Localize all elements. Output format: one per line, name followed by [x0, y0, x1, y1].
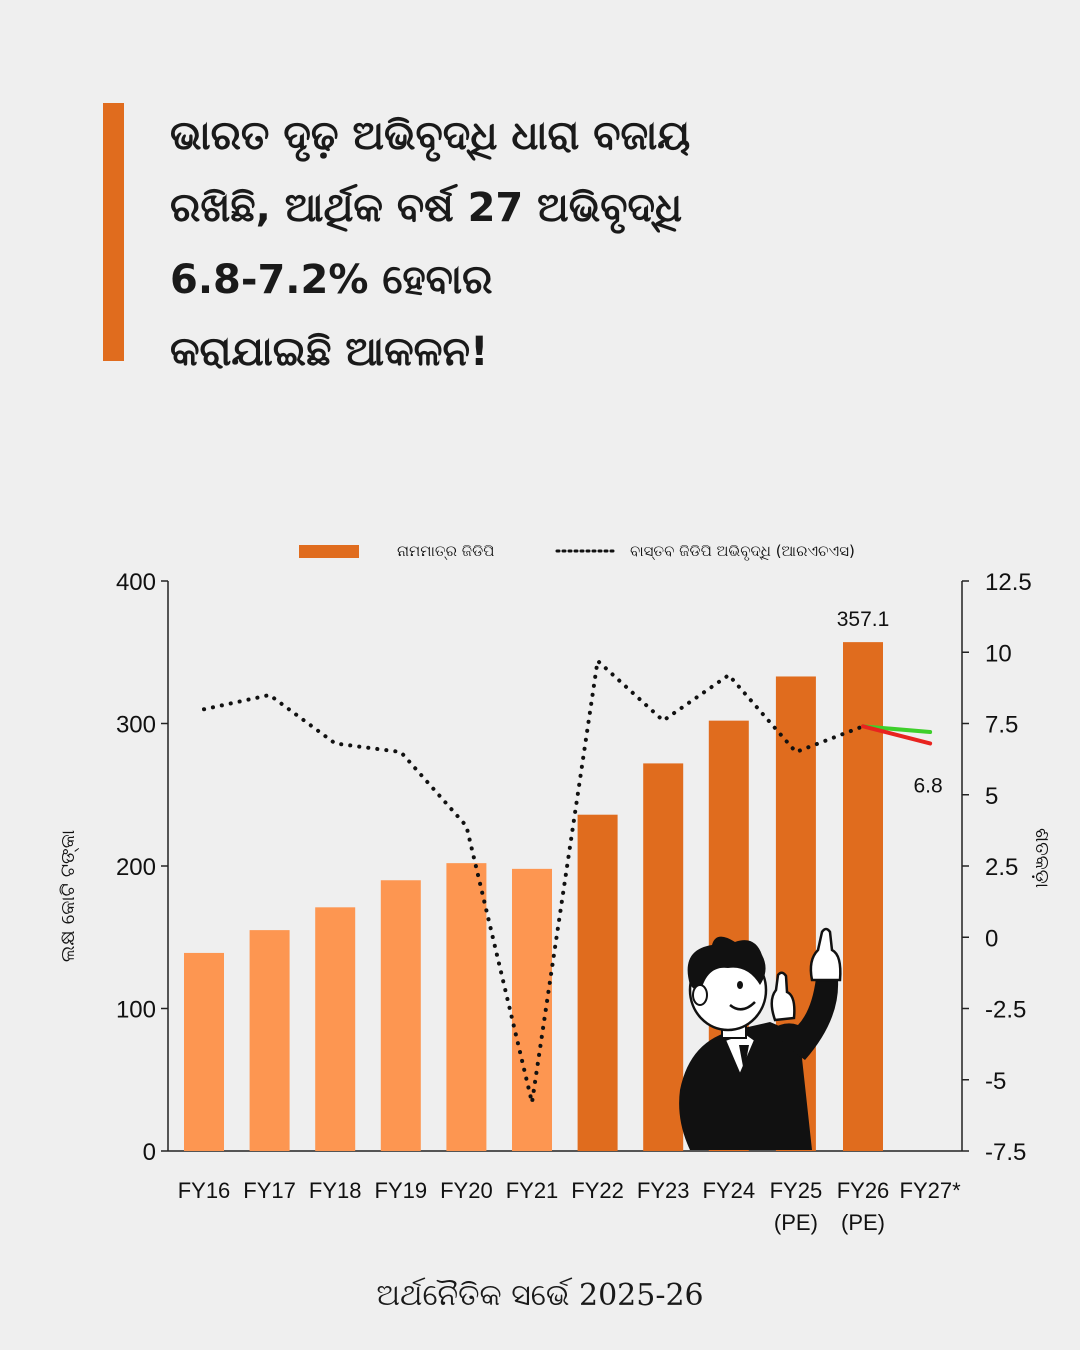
businessman-pointing-up-illustration [679, 927, 842, 1150]
y2-axis-title: ଶତକଡ଼ା [1031, 828, 1053, 888]
headline: ଭାରତ ଦୃଢ଼ ଅଭିବୃଦ୍ଧି ଧାରା ବଜାୟ ରଖିଛି, ଆର୍… [170, 100, 1030, 388]
x-tick-label: FY16 [178, 1178, 231, 1203]
bar-2 [315, 907, 356, 1151]
x-tick-label: FY22 [571, 1178, 624, 1203]
x-tick-label: FY27* [900, 1178, 962, 1203]
projection-low-line [861, 724, 933, 746]
source-footer: ଅର୍ଥନୈତିକ ସର୍ଭେ 2025-26 [376, 1278, 704, 1313]
x-tick-label: FY25 [770, 1178, 823, 1203]
right-tick-label: 5 [985, 783, 998, 810]
x-tick-label: FY21 [506, 1178, 559, 1203]
right-tick-label: -7.5 [985, 1139, 1026, 1166]
x-tick-label: FY18 [309, 1178, 362, 1203]
x-tick-label: FY23 [637, 1178, 690, 1203]
bar-0 [184, 952, 224, 1151]
left-tick-label: 400 [116, 569, 156, 596]
right-tick-label: 0 [985, 925, 998, 952]
x-tick-label: (PE) [774, 1210, 818, 1235]
right-tick-label: 2.5 [985, 854, 1018, 881]
bar-value-label: 357.1 [837, 608, 890, 631]
y-axis-title: ଲକ୍ଷ କୋଟି ଟଙ୍କା [57, 830, 79, 962]
left-tick-label: 300 [116, 712, 156, 739]
legend-bar-label: ନାମମାତ୍ର ଜିଡିପି [397, 542, 494, 560]
x-tick-label: (PE) [841, 1210, 885, 1235]
headline-line-2: ରଖିଛି, ଆର୍ଥିକ ବର୍ଷ 27 ଅଭିବୃଦ୍ଧି [170, 185, 683, 231]
bar-1 [249, 930, 290, 1151]
left-tick-label: 200 [116, 854, 156, 881]
x-tick-label: FY17 [243, 1178, 296, 1203]
headline-line-4: କରାଯାଇଛି ଆକଳନ! [170, 329, 489, 375]
growth-line [202, 658, 865, 1105]
projection-low-label: 6.8 [913, 774, 942, 797]
left-tick-label: 100 [116, 997, 156, 1024]
headline-line-1: ଭାରତ ଦୃଢ଼ ଅଭିବୃଦ୍ଧି ଧାରା ବଜାୟ [170, 113, 691, 159]
bar-4 [446, 863, 487, 1151]
left-tick-label: 0 [143, 1139, 156, 1166]
headline-accent-bar [103, 103, 124, 361]
bar-7 [643, 763, 684, 1151]
bar-10 [843, 642, 883, 1151]
legend-line-label: ବାସ୍ତବ ଜିଡିପି ଅଭିବୃଦ୍ଧି (ଆରଏଚଏସ) [630, 542, 855, 561]
right-tick-label: -5 [985, 1068, 1006, 1095]
bar-6 [577, 814, 618, 1151]
x-tick-label: FY20 [440, 1178, 493, 1203]
headline-line-3: 6.8-7.2% ହେବାର [170, 257, 493, 303]
right-tick-label: 10 [985, 640, 1012, 667]
right-tick-label: -2.5 [985, 997, 1026, 1024]
x-tick-label: FY26 [837, 1178, 890, 1203]
right-tick-label: 12.5 [985, 569, 1032, 596]
legend-bar-swatch [299, 545, 359, 558]
x-tick-label: FY24 [703, 1178, 756, 1203]
right-tick-label: 7.5 [985, 712, 1018, 739]
bar-3 [380, 880, 421, 1151]
x-tick-label: FY19 [375, 1178, 428, 1203]
